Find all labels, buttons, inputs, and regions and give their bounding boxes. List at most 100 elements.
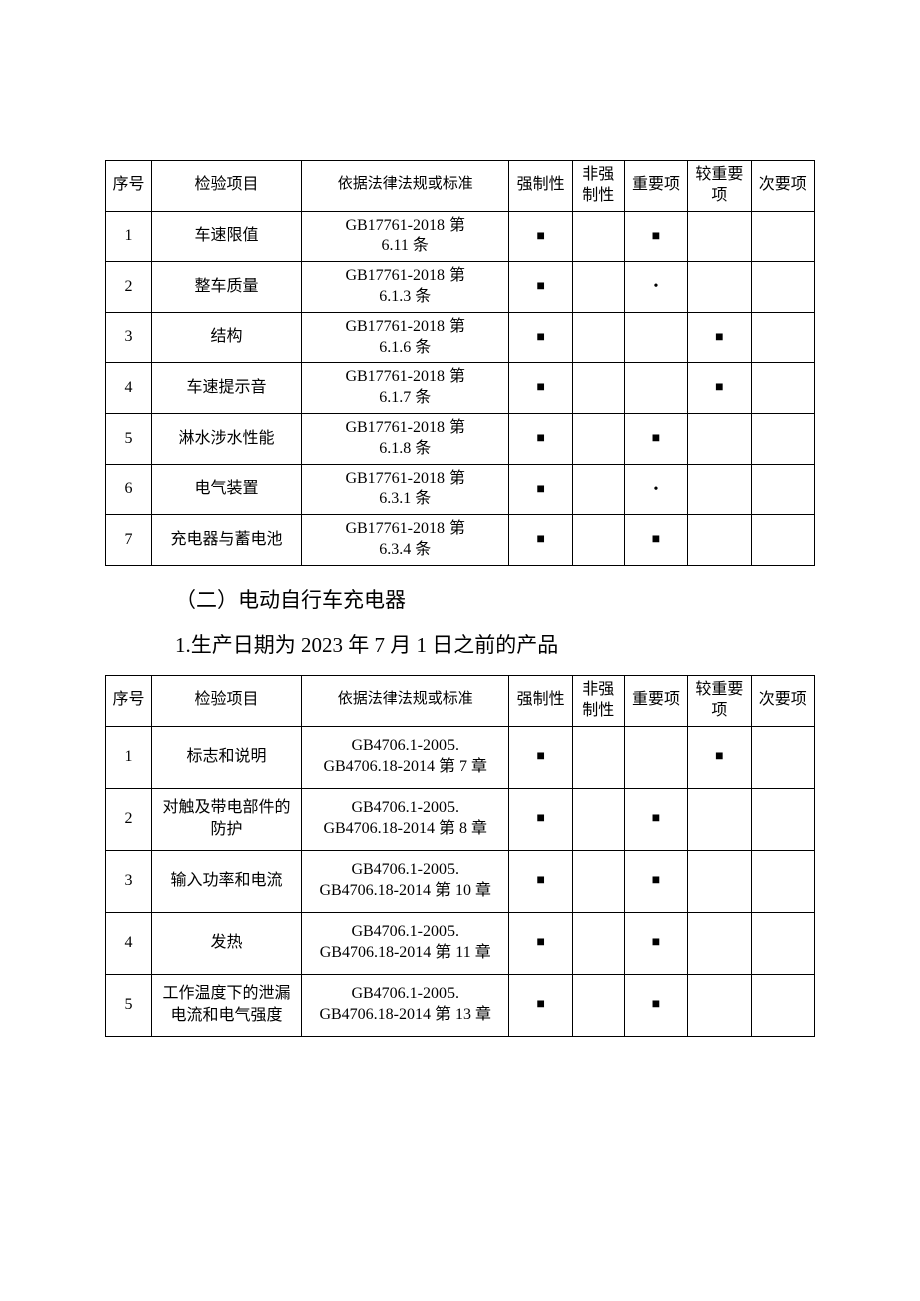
inspection-table-2: 序号 检验项目 依据法律法规或标准 强制性 非强制性 重要项 较重要项 次要项 … (105, 675, 815, 1037)
cell-item: 结构 (152, 312, 302, 363)
cell-moreimportant (688, 464, 751, 515)
table-row: 7充电器与蓄电池GB17761-2018 第6.3.4 条■■ (106, 515, 815, 566)
cell-secondary (751, 312, 814, 363)
header-nonmandatory: 非强制性 (572, 675, 624, 726)
cell-secondary (751, 850, 814, 912)
cell-item: 整车质量 (152, 262, 302, 313)
header-moreimportant: 较重要项 (688, 161, 751, 212)
cell-mandatory: ■ (509, 726, 572, 788)
cell-basis: GB17761-2018 第6.11 条 (301, 211, 509, 262)
cell-item: 充电器与蓄电池 (152, 515, 302, 566)
cell-important: • (624, 464, 687, 515)
header-basis: 依据法律法规或标准 (301, 675, 509, 726)
header-seq: 序号 (106, 161, 152, 212)
cell-nonmandatory (572, 413, 624, 464)
cell-basis: GB4706.1-2005.GB4706.18-2014 第 11 章 (301, 912, 509, 974)
cell-mandatory: ■ (509, 312, 572, 363)
cell-moreimportant: ■ (688, 363, 751, 414)
cell-important: • (624, 262, 687, 313)
cell-item: 电气装置 (152, 464, 302, 515)
cell-basis: GB4706.1-2005.GB4706.18-2014 第 13 章 (301, 974, 509, 1036)
cell-basis: GB4706.1-2005.GB4706.18-2014 第 8 章 (301, 788, 509, 850)
cell-mandatory: ■ (509, 912, 572, 974)
header-item: 检验项目 (152, 161, 302, 212)
cell-secondary (751, 974, 814, 1036)
table-row: 4发热GB4706.1-2005.GB4706.18-2014 第 11 章■■ (106, 912, 815, 974)
header-seq: 序号 (106, 675, 152, 726)
cell-item: 对触及带电部件的防护 (152, 788, 302, 850)
cell-important (624, 726, 687, 788)
cell-moreimportant (688, 788, 751, 850)
cell-secondary (751, 262, 814, 313)
cell-nonmandatory (572, 974, 624, 1036)
cell-mandatory: ■ (509, 211, 572, 262)
cell-secondary (751, 363, 814, 414)
cell-seq: 2 (106, 262, 152, 313)
cell-important: ■ (624, 515, 687, 566)
cell-item: 发热 (152, 912, 302, 974)
cell-important: ■ (624, 788, 687, 850)
header-important: 重要项 (624, 675, 687, 726)
cell-moreimportant (688, 850, 751, 912)
table-row: 6电气装置GB17761-2018 第6.3.1 条■• (106, 464, 815, 515)
cell-basis: GB4706.1-2005.GB4706.18-2014 第 7 章 (301, 726, 509, 788)
table-header-row: 序号 检验项目 依据法律法规或标准 强制性 非强制性 重要项 较重要项 次要项 (106, 161, 815, 212)
cell-item: 车速提示音 (152, 363, 302, 414)
header-mandatory: 强制性 (509, 161, 572, 212)
cell-nonmandatory (572, 850, 624, 912)
cell-item: 车速限值 (152, 211, 302, 262)
cell-secondary (751, 726, 814, 788)
cell-moreimportant (688, 515, 751, 566)
cell-mandatory: ■ (509, 515, 572, 566)
table1-body: 1车速限值GB17761-2018 第6.11 条■■2整车质量GB17761-… (106, 211, 815, 565)
cell-mandatory: ■ (509, 974, 572, 1036)
cell-moreimportant (688, 912, 751, 974)
cell-seq: 5 (106, 974, 152, 1036)
cell-mandatory: ■ (509, 850, 572, 912)
cell-important (624, 312, 687, 363)
cell-nonmandatory (572, 788, 624, 850)
cell-basis: GB17761-2018 第6.1.7 条 (301, 363, 509, 414)
subsection-title: 1.生产日期为 2023 年 7 月 1 日之前的产品 (175, 629, 815, 663)
header-mandatory: 强制性 (509, 675, 572, 726)
table-row: 1标志和说明GB4706.1-2005.GB4706.18-2014 第 7 章… (106, 726, 815, 788)
cell-mandatory: ■ (509, 788, 572, 850)
table-row: 3结构GB17761-2018 第6.1.6 条■■ (106, 312, 815, 363)
cell-seq: 7 (106, 515, 152, 566)
cell-basis: GB17761-2018 第6.1.6 条 (301, 312, 509, 363)
header-item: 检验项目 (152, 675, 302, 726)
cell-secondary (751, 413, 814, 464)
cell-important (624, 363, 687, 414)
table2-body: 1标志和说明GB4706.1-2005.GB4706.18-2014 第 7 章… (106, 726, 815, 1036)
cell-secondary (751, 912, 814, 974)
table-row: 2整车质量GB17761-2018 第6.1.3 条■• (106, 262, 815, 313)
cell-nonmandatory (572, 726, 624, 788)
cell-nonmandatory (572, 262, 624, 313)
cell-mandatory: ■ (509, 413, 572, 464)
cell-moreimportant (688, 262, 751, 313)
cell-important: ■ (624, 850, 687, 912)
cell-important: ■ (624, 912, 687, 974)
cell-seq: 1 (106, 211, 152, 262)
cell-nonmandatory (572, 464, 624, 515)
cell-nonmandatory (572, 211, 624, 262)
table-row: 5工作温度下的泄漏电流和电气强度GB4706.1-2005.GB4706.18-… (106, 974, 815, 1036)
cell-mandatory: ■ (509, 363, 572, 414)
section-2-title: （二）电动自行车充电器 (175, 584, 815, 618)
cell-seq: 5 (106, 413, 152, 464)
cell-moreimportant (688, 413, 751, 464)
table-row: 2对触及带电部件的防护GB4706.1-2005.GB4706.18-2014 … (106, 788, 815, 850)
table-row: 3输入功率和电流GB4706.1-2005.GB4706.18-2014 第 1… (106, 850, 815, 912)
cell-important: ■ (624, 211, 687, 262)
table-header-row: 序号 检验项目 依据法律法规或标准 强制性 非强制性 重要项 较重要项 次要项 (106, 675, 815, 726)
cell-seq: 2 (106, 788, 152, 850)
cell-basis: GB4706.1-2005.GB4706.18-2014 第 10 章 (301, 850, 509, 912)
header-secondary: 次要项 (751, 161, 814, 212)
cell-basis: GB17761-2018 第6.3.1 条 (301, 464, 509, 515)
header-moreimportant: 较重要项 (688, 675, 751, 726)
cell-moreimportant: ■ (688, 312, 751, 363)
table-row: 5淋水涉水性能GB17761-2018 第6.1.8 条■■ (106, 413, 815, 464)
cell-secondary (751, 788, 814, 850)
cell-nonmandatory (572, 912, 624, 974)
cell-basis: GB17761-2018 第6.3.4 条 (301, 515, 509, 566)
